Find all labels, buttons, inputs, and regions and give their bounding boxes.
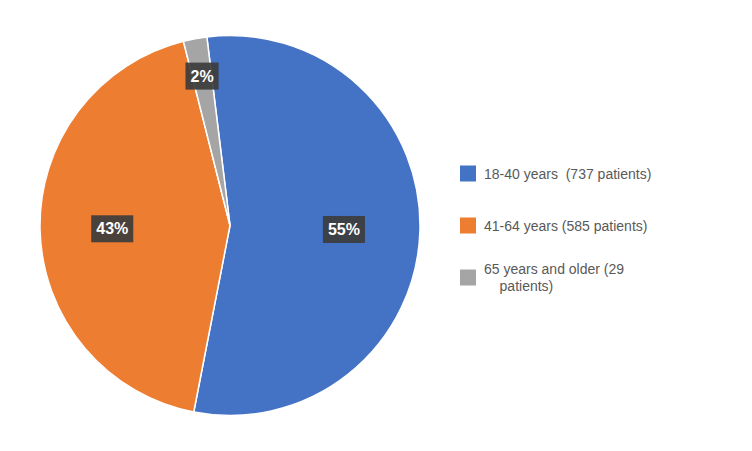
data-label: 55%	[328, 221, 360, 238]
legend-label: 65 years and older (29 patients)	[484, 261, 624, 294]
pie	[40, 35, 420, 415]
data-label-group: 55%	[323, 216, 365, 243]
data-label-box	[323, 216, 365, 243]
legend-swatch	[460, 218, 476, 234]
legend-item: 41-64 years (585 patients)	[460, 218, 647, 234]
legend-swatch	[460, 166, 476, 182]
legend-item: 18-40 years (737 patients)	[460, 166, 651, 182]
data-label: 2%	[190, 68, 213, 85]
legend-swatch	[460, 270, 476, 286]
data-label-group: 43%	[91, 215, 133, 242]
data-label-box	[91, 215, 133, 242]
data-label-box	[185, 63, 218, 90]
legend: 18-40 years (737 patients) 41-64 years (5…	[460, 166, 651, 295]
data-label: 43%	[96, 220, 128, 237]
chart: 55% 43% 2% 18-40 years (737 patients) 41-64 …	[0, 0, 752, 451]
legend-label: 41-64 years (585 patients)	[484, 218, 647, 234]
legend-label: 18-40 years (737 patients)	[484, 166, 651, 182]
legend-item: 65 years and older (29 patients)	[460, 261, 624, 294]
data-label-group: 2%	[185, 63, 218, 90]
data-labels: 55% 43% 2%	[91, 63, 365, 243]
pie-slice	[183, 37, 230, 226]
